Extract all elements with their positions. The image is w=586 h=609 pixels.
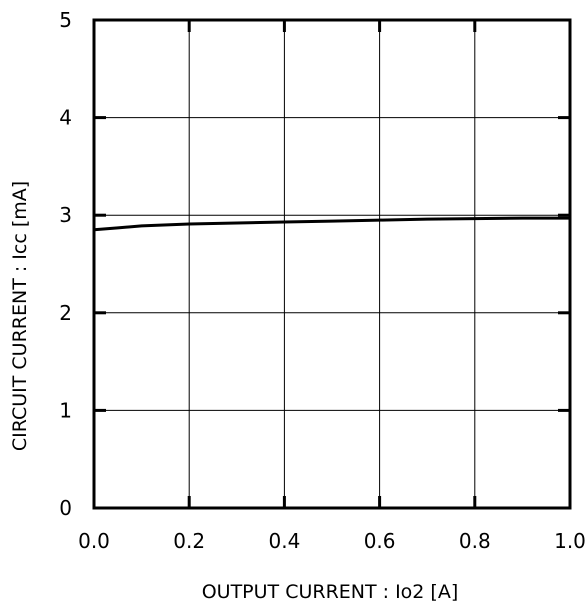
x-tick-label: 1.0 [554, 529, 586, 553]
y-tick-label: 2 [59, 301, 72, 325]
plot-frame [92, 18, 572, 510]
x-tick-label: 0.2 [173, 529, 205, 553]
grid-lines [94, 20, 570, 508]
x-tick-label: 0.8 [459, 529, 491, 553]
y-tick-labels: 0 1 2 3 4 5 [59, 8, 72, 520]
y-axis-label: CIRCUIT CURRENT : Icc [mA] [9, 181, 31, 451]
y-tick-label: 4 [59, 106, 72, 130]
series-layer [93, 216, 570, 232]
y-tick-label: 0 [59, 496, 72, 520]
x-tick-label: 0.0 [78, 529, 110, 553]
y-tick-label: 3 [59, 203, 72, 227]
x-tick-label: 0.6 [364, 529, 396, 553]
x-tick-labels: 0.0 0.2 0.4 0.6 0.8 1.0 [78, 529, 586, 553]
y-tick-label: 5 [59, 8, 72, 32]
x-tick-label: 0.4 [268, 529, 300, 553]
y-tick-label: 1 [59, 398, 72, 422]
axis-ticks [94, 20, 570, 508]
series-line [93, 216, 570, 232]
x-axis-label: OUTPUT CURRENT : Io2 [A] [202, 581, 459, 603]
